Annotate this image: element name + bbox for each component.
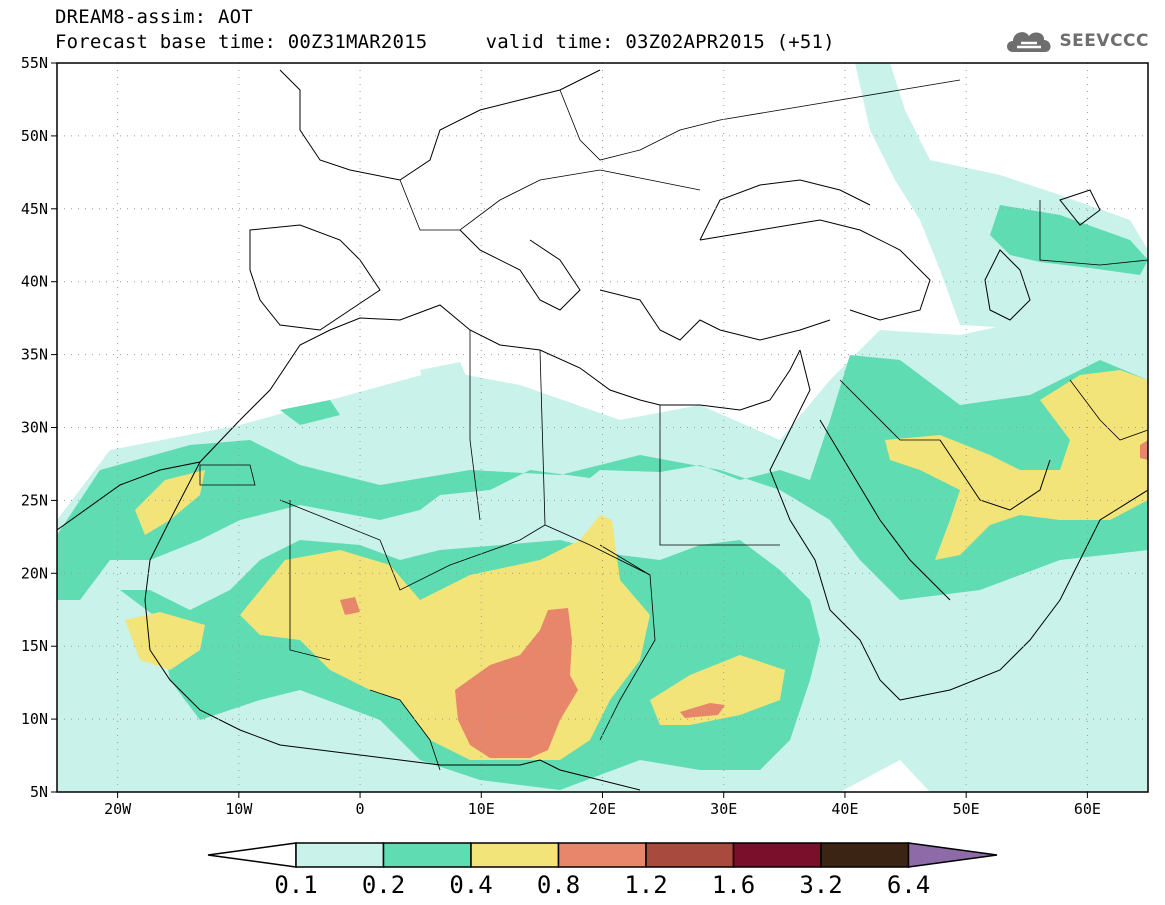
lon-tick-label: 10E <box>468 800 495 818</box>
lon-tick-label: 50E <box>953 800 980 818</box>
forecast-time-line: Forecast base time: 00Z31MAR2015 valid t… <box>55 31 835 53</box>
latitude-axis: 5N 10N 15N 20N 25N 30N 35N 40N 45N 50N 55N <box>21 54 57 801</box>
lon-tick-label: 20E <box>589 800 616 818</box>
colorbar-swatch <box>382 842 472 868</box>
lat-tick-label: 40N <box>21 273 48 291</box>
lat-tick-label: 15N <box>21 637 48 655</box>
lat-tick-label: 25N <box>21 491 48 509</box>
lon-tick-label: 30E <box>710 800 737 818</box>
aot-0-8-band <box>340 440 1148 758</box>
colorbar-level-label: 3.2 <box>799 871 842 899</box>
aot-colorbar: 0.1 0.2 0.4 0.8 1.2 1.6 3.2 6.4 <box>207 842 998 899</box>
colorbar-swatch <box>820 842 910 868</box>
lat-tick-label: 45N <box>21 200 48 218</box>
lat-tick-label: 20N <box>21 564 48 582</box>
colorbar-upper-extend <box>907 842 998 868</box>
colorbar-level-label: 6.4 <box>887 871 930 899</box>
aot-shading <box>57 63 1148 792</box>
base-time-label: Forecast base time: 00Z31MAR2015 <box>55 31 428 53</box>
lon-tick-label: 10W <box>225 800 253 818</box>
colorbar-level-label: 0.8 <box>537 871 580 899</box>
colorbar-lower-extend <box>207 842 297 868</box>
colorbar-level-label: 1.2 <box>624 871 667 899</box>
lat-tick-label: 55N <box>21 54 48 72</box>
logo-text: SEEVCCC <box>1059 31 1149 51</box>
lon-tick-label: 0 <box>356 800 365 818</box>
lat-tick-label: 35N <box>21 346 48 364</box>
colorbar-swatch <box>645 842 735 868</box>
colorbar-swatch <box>470 842 560 868</box>
cloud-icon <box>1007 32 1051 52</box>
country-borders <box>199 79 1148 771</box>
valid-time-label: valid time: 03Z02APR2015 (+51) <box>485 31 835 53</box>
lat-tick-label: 30N <box>21 419 48 437</box>
colorbar-swatch <box>732 842 822 868</box>
lat-tick-label: 50N <box>21 127 48 145</box>
lat-tick-label: 5N <box>30 783 48 801</box>
colorbar-level-label: 1.6 <box>712 871 755 899</box>
seevccc-logo: SEEVCCC <box>1003 26 1149 56</box>
lon-tick-label: 60E <box>1074 800 1101 818</box>
lat-tick-label: 10N <box>21 710 48 728</box>
map-title: DREAM8-assim: AOT <box>55 6 253 28</box>
longitude-axis: 20W 10W 0 10E 20E 30E 40E 50E 60E <box>104 792 1101 818</box>
colorbar-level-label: 0.2 <box>362 871 405 899</box>
colorbar-level-label: 0.1 <box>274 871 317 899</box>
gridlines <box>57 62 1148 793</box>
lon-tick-label: 20W <box>104 800 132 818</box>
colorbar-swatch <box>295 842 385 868</box>
lon-tick-label: 40E <box>831 800 858 818</box>
colorbar-level-label: 0.4 <box>449 871 492 899</box>
colorbar-swatch <box>557 842 647 868</box>
